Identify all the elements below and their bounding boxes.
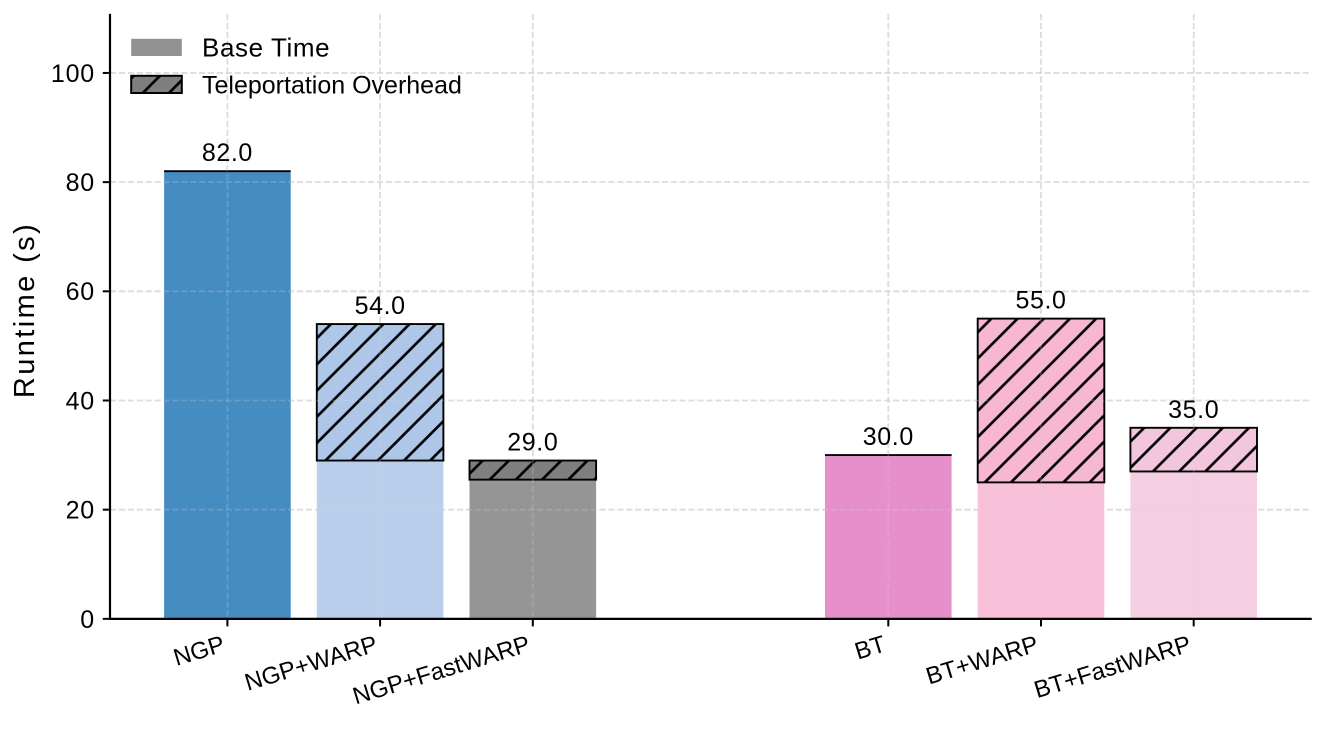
svg-text:55.0: 55.0 — [1015, 287, 1066, 315]
svg-text:100: 100 — [51, 60, 95, 88]
svg-text:Teleportation Overhead: Teleportation Overhead — [202, 71, 462, 99]
svg-text:30.0: 30.0 — [863, 423, 914, 451]
svg-text:54.0: 54.0 — [355, 292, 406, 320]
svg-text:35.0: 35.0 — [1168, 396, 1219, 424]
svg-text:Runtime (s): Runtime (s) — [9, 222, 41, 398]
svg-text:60: 60 — [66, 278, 95, 306]
svg-text:0: 0 — [80, 606, 95, 634]
svg-text:82.0: 82.0 — [202, 139, 253, 167]
svg-text:80: 80 — [66, 169, 95, 197]
svg-text:20: 20 — [66, 497, 95, 525]
svg-text:40: 40 — [66, 387, 95, 415]
svg-text:29.0: 29.0 — [507, 429, 558, 457]
svg-text:Base Time: Base Time — [202, 32, 330, 62]
